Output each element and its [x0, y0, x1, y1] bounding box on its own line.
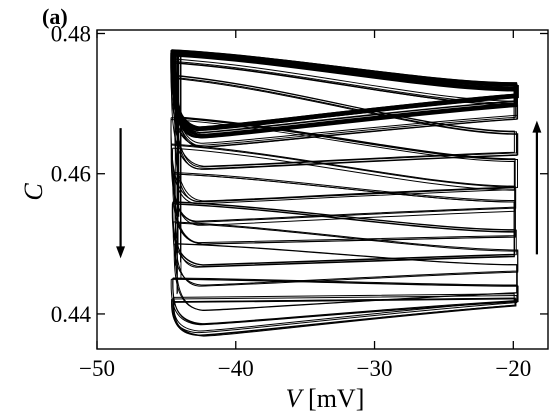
panel-label: (a) — [42, 4, 68, 29]
trajectory-loop — [171, 295, 518, 334]
y-tick-label: 0.44 — [51, 302, 92, 327]
trajectory-loop — [170, 60, 516, 146]
trajectory-loop — [172, 221, 519, 286]
trajectory-loop — [174, 58, 518, 144]
trajectory-loop — [172, 201, 516, 266]
trajectory-loop — [174, 62, 515, 148]
trajectory-loop — [173, 297, 516, 336]
trajectory-loop — [171, 53, 518, 138]
trajectory-loop — [174, 52, 517, 137]
y-axis-label: C — [19, 183, 48, 201]
x-axis-unit: [mV] — [302, 384, 365, 413]
trajectory-loop — [172, 147, 516, 226]
trajectory-loop — [173, 172, 516, 244]
trajectory-loop — [172, 278, 519, 325]
x-axis-label: V [mV] — [286, 384, 365, 413]
trajectory-loop — [174, 116, 516, 202]
trajectory-loop — [171, 203, 515, 268]
plot-frame — [96, 29, 549, 350]
trajectory-loop — [174, 77, 519, 170]
x-tick-label: −50 — [79, 356, 115, 381]
trajectory-loop — [170, 117, 516, 203]
trajectory-loop — [171, 54, 518, 139]
trajectory-loop — [172, 293, 515, 332]
trajectory-loops — [170, 49, 519, 337]
trajectory-loop — [171, 77, 518, 170]
y-tick-label: 0.48 — [51, 22, 91, 47]
x-tick-label: −40 — [218, 356, 254, 381]
direction-arrows — [116, 120, 542, 259]
axis-ticks: −50 −40 −30 −20 0.44 0.46 0.48 — [51, 22, 548, 381]
trajectory-loop — [174, 75, 517, 168]
x-tick-label: −20 — [495, 356, 531, 381]
trajectory-loop — [170, 144, 517, 223]
y-tick-label: 0.46 — [51, 162, 91, 187]
arrow-down-head — [116, 246, 126, 259]
arrow-up-head — [532, 120, 542, 133]
trajectory-loop — [174, 222, 519, 287]
trajectory-loop — [175, 243, 518, 311]
x-tick-label: −30 — [357, 356, 393, 381]
x-axis-variable: V — [286, 384, 305, 413]
trajectory-loop — [172, 277, 518, 325]
